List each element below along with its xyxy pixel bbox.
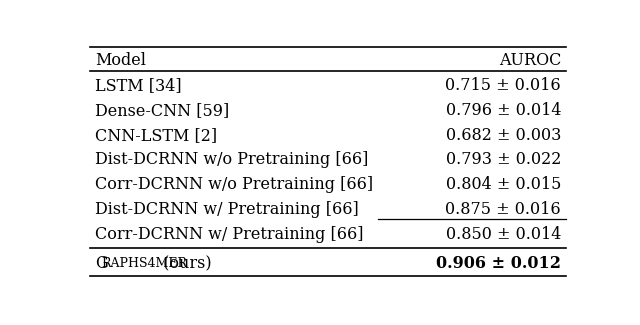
Text: Dist-DCRNN w/o Pretraining [66]: Dist-DCRNN w/o Pretraining [66] <box>95 151 368 168</box>
Text: G: G <box>95 255 108 272</box>
Text: LSTM [34]: LSTM [34] <box>95 77 182 94</box>
Text: 0.850 ± 0.014: 0.850 ± 0.014 <box>445 226 561 243</box>
Text: 0.793 ± 0.022: 0.793 ± 0.022 <box>445 151 561 168</box>
Text: Dist-DCRNN w/ Pretraining [66]: Dist-DCRNN w/ Pretraining [66] <box>95 201 358 218</box>
Text: 0.804 ± 0.015: 0.804 ± 0.015 <box>445 176 561 193</box>
Text: 0.906 ± 0.012: 0.906 ± 0.012 <box>436 255 561 272</box>
Text: 0.715 ± 0.016: 0.715 ± 0.016 <box>445 77 561 94</box>
Text: 0.796 ± 0.014: 0.796 ± 0.014 <box>445 102 561 119</box>
Text: AUROC: AUROC <box>499 52 561 69</box>
Text: CNN-LSTM [2]: CNN-LSTM [2] <box>95 127 217 144</box>
Text: RAPHS4MER: RAPHS4MER <box>101 257 188 270</box>
Text: Corr-DCRNN w/ Pretraining [66]: Corr-DCRNN w/ Pretraining [66] <box>95 226 364 243</box>
Text: Dense-CNN [59]: Dense-CNN [59] <box>95 102 229 119</box>
Text: Corr-DCRNN w/o Pretraining [66]: Corr-DCRNN w/o Pretraining [66] <box>95 176 373 193</box>
Text: 0.875 ± 0.016: 0.875 ± 0.016 <box>445 201 561 218</box>
Text: Model: Model <box>95 52 146 69</box>
Text: (ours): (ours) <box>158 255 212 272</box>
Text: 0.682 ± 0.003: 0.682 ± 0.003 <box>445 127 561 144</box>
